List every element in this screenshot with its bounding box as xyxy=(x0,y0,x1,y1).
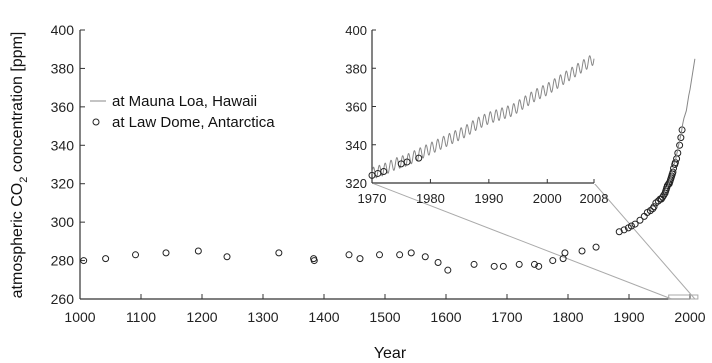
y-tick-label: 320 xyxy=(51,176,75,192)
law-dome-point xyxy=(162,249,170,257)
inset-y-tick-label: 340 xyxy=(345,138,367,153)
law-dome-point xyxy=(223,253,231,261)
law-dome-point xyxy=(549,257,557,265)
law-dome-point xyxy=(345,251,353,259)
x-tick-label: 1200 xyxy=(186,309,217,325)
inset-x-tick-label: 1990 xyxy=(474,191,503,206)
law-dome-point xyxy=(490,262,498,270)
x-tick-label: 1900 xyxy=(613,309,644,325)
law-dome-point xyxy=(530,260,538,268)
law-dome-point xyxy=(620,226,628,234)
law-dome-point xyxy=(640,212,648,220)
law-dome-point xyxy=(470,260,478,268)
zoom-connector-left xyxy=(371,182,672,300)
zoom-connector xyxy=(371,182,699,300)
legend: at Mauna Loa, Hawaii at Law Dome, Antarc… xyxy=(90,93,275,131)
law-dome-point xyxy=(636,216,644,224)
law-dome-point xyxy=(444,266,452,274)
x-tick-label: 1700 xyxy=(491,309,522,325)
inset-x-tick-label: 1970 xyxy=(358,191,387,206)
inset-y-tick-label: 380 xyxy=(345,61,367,76)
main-axes: 260 280 300 320 340 360 380 400 1000 1100 1200 1300… xyxy=(51,22,706,325)
law-dome-point xyxy=(102,255,110,263)
law-dome-point xyxy=(275,249,283,257)
x-tick-label: 2000 xyxy=(674,309,705,325)
law-dome-point xyxy=(649,205,657,213)
law-dome-point xyxy=(407,249,415,257)
y-tick-label: 360 xyxy=(51,99,75,115)
law-dome-point xyxy=(535,262,543,270)
law-dome-point xyxy=(310,257,318,265)
inset-background xyxy=(344,28,600,184)
zoom-connector-right xyxy=(593,182,696,300)
y-tick-label: 280 xyxy=(51,253,75,269)
law-dome-point xyxy=(80,257,88,265)
x-tick-label: 1300 xyxy=(247,309,278,325)
y-tick-label: 380 xyxy=(51,60,75,76)
inset-x-tick-label: 2008 xyxy=(580,191,609,206)
inset-x-tick-label: 2000 xyxy=(533,191,562,206)
law-dome-point xyxy=(650,203,658,211)
law-dome-point xyxy=(194,247,202,255)
law-dome-point xyxy=(396,251,404,259)
law-dome-point xyxy=(515,260,523,268)
x-tick-label: 1500 xyxy=(369,309,400,325)
law-dome-point xyxy=(592,243,600,251)
zoom-box xyxy=(668,294,699,300)
y-axis-title: atmospheric CO2 concentration [ppm] xyxy=(9,32,30,299)
x-tick-label: 1000 xyxy=(64,309,95,325)
legend-mauna-loa-label: at Mauna Loa, Hawaii xyxy=(112,93,257,110)
law-dome-point xyxy=(132,251,140,259)
inset-law-dome-points xyxy=(368,154,423,179)
y-tick-label: 260 xyxy=(51,291,75,307)
inset-y-tick-label: 360 xyxy=(345,100,367,115)
law-dome-point xyxy=(578,247,586,255)
x-tick-label: 1800 xyxy=(552,309,583,325)
law-dome-point xyxy=(499,262,507,270)
mauna-loa-line xyxy=(663,58,696,194)
x-axis-title: Year xyxy=(374,345,407,362)
law-dome-point xyxy=(627,222,635,230)
legend-law-dome-swatch xyxy=(92,118,100,126)
x-tick-label: 1400 xyxy=(308,309,339,325)
law-dome-point xyxy=(631,220,639,228)
law-dome-point xyxy=(434,258,442,266)
y-tick-label: 400 xyxy=(51,22,75,38)
law-dome-point xyxy=(421,253,429,261)
y-tick-label: 300 xyxy=(51,214,75,230)
law-dome-point xyxy=(660,191,668,199)
law-dome-point xyxy=(376,251,384,259)
inset-y-tick-label: 400 xyxy=(345,23,367,38)
x-tick-label: 1600 xyxy=(430,309,461,325)
inset-law-dome-point xyxy=(415,154,423,162)
law-dome-point xyxy=(676,141,684,149)
inset-law-dome-point xyxy=(380,168,388,176)
inset-law-dome-point xyxy=(403,158,411,166)
y-tick-label: 340 xyxy=(51,137,75,153)
inset-x-tick-label: 1980 xyxy=(416,191,445,206)
law-dome-point xyxy=(561,249,569,257)
inset-y-tick-label: 320 xyxy=(345,176,367,191)
x-tick-label: 1100 xyxy=(126,309,156,325)
inset-axes: 320 340 360 380 400 1970 1980 1990 2000 2008 xyxy=(345,23,608,206)
inset-mauna-loa-line xyxy=(371,55,595,179)
legend-law-dome-label: at Law Dome, Antarctica xyxy=(112,114,275,131)
law-dome-point xyxy=(356,255,364,263)
